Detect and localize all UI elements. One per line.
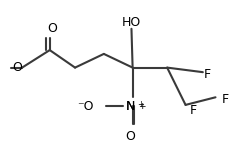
Text: F: F: [190, 104, 197, 117]
Text: N: N: [126, 100, 135, 113]
Text: +: +: [137, 100, 144, 109]
Text: O: O: [12, 61, 22, 74]
Text: +: +: [138, 102, 146, 111]
Text: ⁻O: ⁻O: [77, 100, 93, 113]
Text: O: O: [47, 22, 57, 35]
Text: F: F: [221, 93, 228, 106]
Text: F: F: [204, 68, 211, 81]
Text: HO: HO: [122, 16, 141, 29]
Text: N: N: [126, 100, 135, 113]
Text: O: O: [125, 130, 135, 143]
